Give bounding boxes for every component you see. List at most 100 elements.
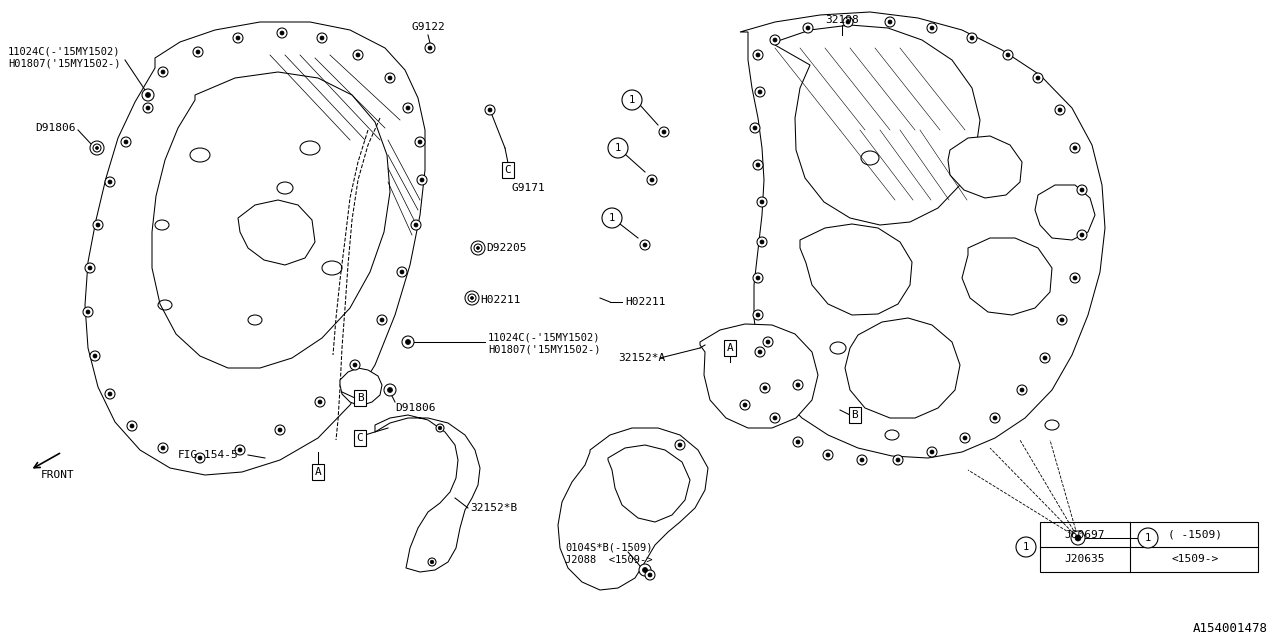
Text: A: A: [727, 343, 733, 353]
Text: ( -1509): ( -1509): [1169, 529, 1222, 540]
Text: 1: 1: [1023, 542, 1029, 552]
Text: 32198: 32198: [826, 15, 859, 25]
Circle shape: [1004, 50, 1012, 60]
Circle shape: [960, 433, 970, 443]
Circle shape: [826, 453, 829, 457]
Circle shape: [753, 273, 763, 283]
Circle shape: [1018, 385, 1027, 395]
Text: G9171: G9171: [512, 183, 545, 193]
Text: J20635: J20635: [1065, 554, 1105, 564]
Circle shape: [124, 140, 128, 144]
Polygon shape: [84, 22, 425, 475]
Text: B: B: [851, 410, 859, 420]
Circle shape: [415, 137, 425, 147]
Circle shape: [428, 46, 433, 50]
Circle shape: [860, 458, 864, 462]
Polygon shape: [152, 72, 390, 368]
Polygon shape: [238, 200, 315, 265]
Polygon shape: [800, 224, 911, 315]
Circle shape: [659, 127, 669, 137]
Circle shape: [317, 33, 326, 43]
Circle shape: [1071, 531, 1085, 545]
Circle shape: [157, 443, 168, 453]
Circle shape: [756, 197, 767, 207]
Text: C: C: [357, 433, 364, 443]
Circle shape: [465, 291, 479, 305]
Circle shape: [411, 220, 421, 230]
Polygon shape: [774, 25, 980, 225]
Circle shape: [773, 416, 777, 420]
Text: C: C: [504, 165, 512, 175]
Circle shape: [794, 437, 803, 447]
Circle shape: [349, 360, 360, 370]
Circle shape: [276, 28, 287, 38]
Circle shape: [858, 455, 867, 465]
Circle shape: [476, 246, 480, 250]
Circle shape: [161, 70, 165, 74]
Circle shape: [142, 89, 154, 101]
Circle shape: [90, 351, 100, 361]
Circle shape: [146, 93, 151, 97]
Circle shape: [760, 200, 764, 204]
Circle shape: [643, 568, 648, 573]
Circle shape: [317, 400, 323, 404]
Circle shape: [640, 240, 650, 250]
Circle shape: [471, 241, 485, 255]
Circle shape: [1036, 76, 1039, 80]
Circle shape: [1075, 535, 1082, 541]
Polygon shape: [700, 324, 818, 428]
Polygon shape: [340, 368, 381, 406]
Circle shape: [353, 50, 364, 60]
Circle shape: [753, 126, 756, 130]
Circle shape: [430, 560, 434, 564]
Text: D91806: D91806: [35, 123, 76, 133]
Circle shape: [678, 443, 682, 447]
Circle shape: [643, 243, 646, 247]
Circle shape: [755, 347, 765, 357]
Text: FIG.154-5: FIG.154-5: [178, 450, 239, 460]
Circle shape: [406, 106, 410, 110]
Circle shape: [96, 223, 100, 227]
Circle shape: [161, 446, 165, 450]
Polygon shape: [375, 415, 480, 572]
Circle shape: [648, 573, 652, 577]
Circle shape: [796, 440, 800, 444]
Circle shape: [844, 17, 852, 27]
Circle shape: [198, 456, 202, 460]
Circle shape: [93, 220, 102, 230]
Polygon shape: [1036, 185, 1094, 240]
Circle shape: [1138, 528, 1158, 548]
Circle shape: [356, 53, 360, 57]
Circle shape: [646, 175, 657, 185]
Circle shape: [399, 270, 404, 274]
Circle shape: [84, 263, 95, 273]
Circle shape: [143, 103, 154, 113]
Text: 1: 1: [628, 95, 635, 105]
Circle shape: [1020, 388, 1024, 392]
Circle shape: [639, 564, 652, 576]
Circle shape: [425, 43, 435, 53]
Circle shape: [803, 23, 813, 33]
Circle shape: [146, 106, 150, 110]
Circle shape: [758, 350, 762, 354]
Circle shape: [773, 38, 777, 42]
Circle shape: [742, 403, 748, 407]
Circle shape: [485, 105, 495, 115]
Circle shape: [753, 160, 763, 170]
Circle shape: [771, 35, 780, 45]
Circle shape: [1039, 353, 1050, 363]
Circle shape: [96, 147, 99, 150]
Circle shape: [846, 20, 850, 24]
Circle shape: [1076, 230, 1087, 240]
Circle shape: [893, 455, 902, 465]
Text: H01807('15MY1502-): H01807('15MY1502-): [488, 345, 600, 355]
Circle shape: [927, 447, 937, 457]
Circle shape: [488, 108, 492, 112]
Circle shape: [756, 237, 767, 247]
Circle shape: [756, 313, 760, 317]
Circle shape: [384, 384, 396, 396]
Text: H02211: H02211: [625, 297, 666, 307]
Circle shape: [378, 315, 387, 325]
Circle shape: [280, 31, 284, 35]
Circle shape: [966, 33, 977, 43]
